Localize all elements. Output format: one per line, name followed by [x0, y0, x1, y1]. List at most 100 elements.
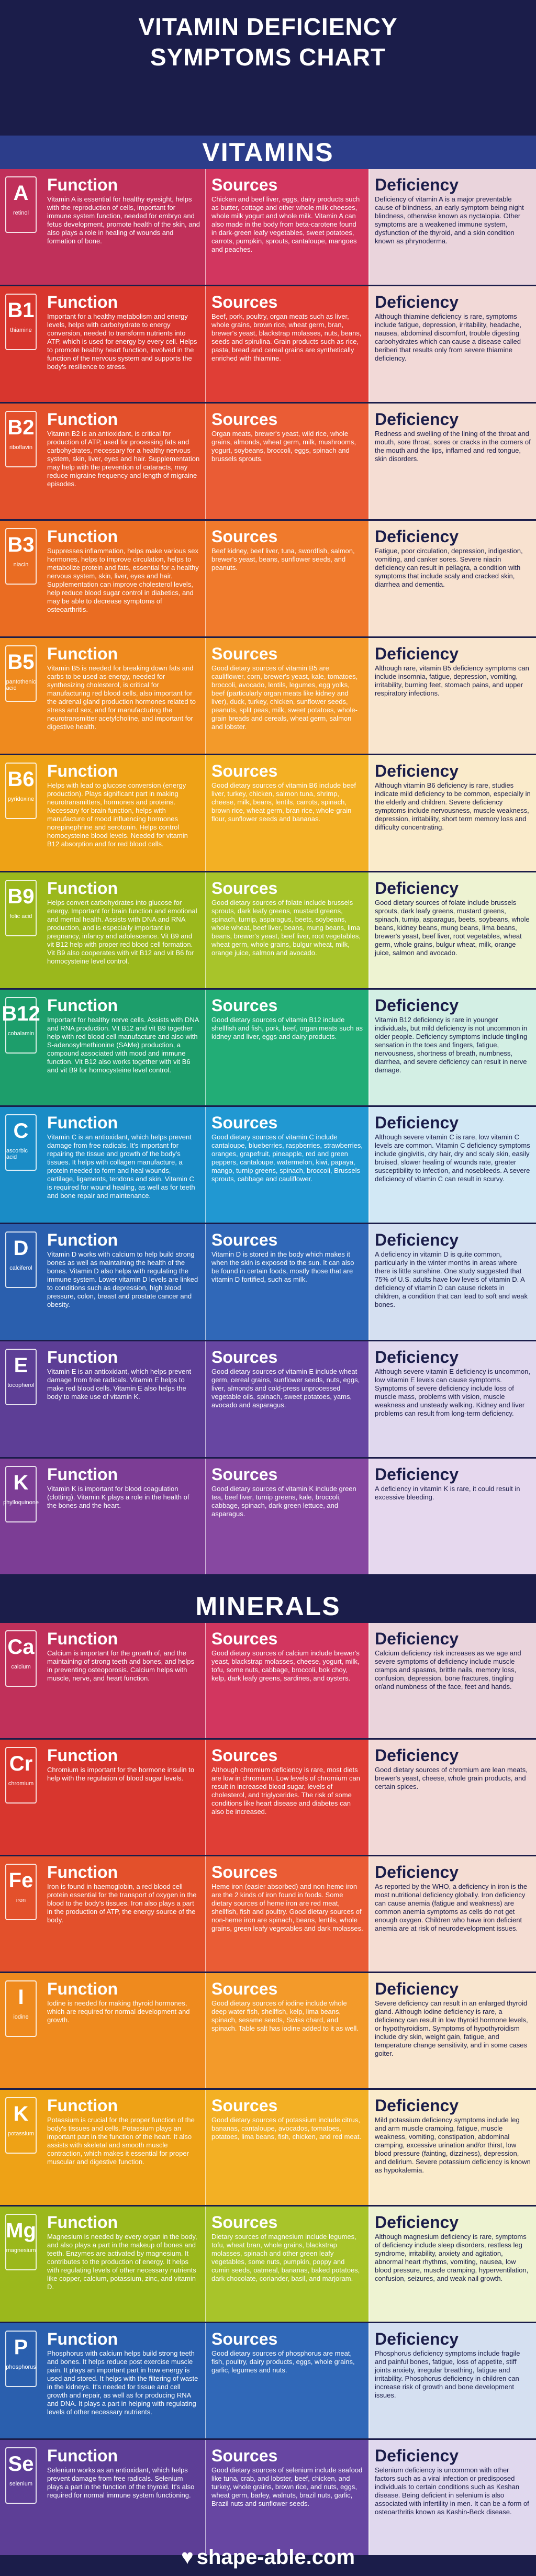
deficiency-text: Although severe vitamin C is rare, low v… [375, 1133, 530, 1183]
function-text: Helps with lead to glucose conversion (e… [47, 781, 188, 848]
function-cell: Function Iron is found in haemoglobin, a … [42, 1856, 205, 1972]
function-heading: Function [47, 996, 118, 1015]
sources-cell: Sources Although chromium deficiency is r… [205, 1740, 368, 1855]
nutrient-symbol: A [13, 182, 29, 205]
deficiency-text: Fatigue, poor circulation, depression, i… [375, 547, 523, 588]
nutrient-symbol: Fe [8, 1869, 34, 1892]
nutrient-name: iron [16, 1897, 26, 1903]
sources-text: Good dietary sources of phosphorus are m… [211, 2349, 355, 2374]
function-heading: Function [47, 761, 118, 780]
vitamin-row: B6 pyridoxine Function Helps with lead to g… [0, 755, 536, 871]
deficiency-heading: Deficiency [375, 175, 459, 194]
function-cell: Function Important for healthy nerve cell… [42, 990, 205, 1105]
sources-text: Good dietary sources of folate include b… [211, 899, 361, 957]
nutrient-symbol: I [18, 1986, 24, 2009]
nutrient-name: potassium [7, 2131, 35, 2137]
deficiency-heading: Deficiency [375, 1113, 459, 1132]
sources-heading: Sources [211, 410, 278, 429]
sources-cell: Sources Good dietary sources of vitamin C… [205, 1107, 368, 1223]
sources-cell: Sources Good dietary sources of vitamin K… [205, 1459, 368, 1574]
nutrient-symbol: Cr [9, 1752, 33, 1775]
nutrient-symbol: B3 [7, 533, 35, 556]
deficiency-text: Although thiamine deficiency is rare, sy… [375, 312, 522, 362]
function-heading: Function [47, 1979, 118, 1998]
deficiency-text: Severe deficiency can result in an enlar… [375, 1999, 528, 2057]
sources-text: Heme iron (easier absorbed) and non-heme… [211, 1883, 363, 1932]
function-cell: Function Selenium works as an antioxidant… [42, 2440, 205, 2555]
function-cell: Function Vitamin C is an antioxidant, whi… [42, 1107, 205, 1223]
sources-heading: Sources [211, 1746, 278, 1765]
deficiency-text: A deficiency in vitamin K is rare, it co… [375, 1485, 520, 1501]
sources-text: Vitamin D is stored in the body which ma… [211, 1250, 354, 1283]
function-text: Chromium is important for the hormone in… [47, 1766, 195, 1782]
nutrient-name: cobalamin [7, 1031, 35, 1037]
function-heading: Function [47, 1348, 118, 1367]
sources-heading: Sources [211, 1230, 278, 1249]
deficiency-heading: Deficiency [375, 1230, 459, 1249]
vitamin-icon: B3 niacin [5, 528, 37, 585]
nutrient-symbol: C [13, 1119, 29, 1143]
function-cell: Function Vitamin B5 is needed for breakin… [42, 638, 205, 754]
function-heading: Function [47, 410, 118, 429]
deficiency-cell: Deficiency Severe deficiency can result i… [368, 1973, 536, 2088]
footer[interactable]: ♥ shape-able.com [0, 2538, 536, 2576]
deficiency-heading: Deficiency [375, 293, 459, 311]
deficiency-heading: Deficiency [375, 879, 459, 898]
header: VITAMIN DEFICIENCY SYMPTOMS CHART [0, 0, 536, 123]
nutrient-name: retinol [13, 210, 29, 216]
function-text: Suppresses inflammation, helps make vari… [47, 547, 199, 613]
deficiency-heading: Deficiency [375, 1746, 459, 1765]
deficiency-heading: Deficiency [375, 2213, 459, 2232]
deficiency-text: Although severe vitamin E deficiency is … [375, 1368, 530, 1417]
deficiency-text: As reported by the WHO, a deficiency in … [375, 1883, 528, 1932]
deficiency-cell: Deficiency Deficiency of vitamin A is a m… [368, 169, 536, 285]
deficiency-heading: Deficiency [375, 410, 459, 429]
sources-heading: Sources [211, 761, 278, 780]
deficiency-cell: Deficiency Although severe vitamin C is r… [368, 1107, 536, 1223]
function-text: Magnesium is needed by every organ in th… [47, 2233, 197, 2291]
deficiency-text: Deficiency of vitamin A is a major preve… [375, 195, 524, 245]
deficiency-cell: Deficiency Selenium deficiency is uncommo… [368, 2440, 536, 2555]
deficiency-heading: Deficiency [375, 1348, 459, 1367]
function-cell: Function Vitamin E is an antioxidant, whi… [42, 1341, 205, 1457]
nutrient-badge: B1 thiamine [0, 286, 42, 402]
function-text: Vitamin D works with calcium to help bui… [47, 1250, 198, 1308]
nutrient-symbol: B1 [7, 299, 35, 322]
nutrient-badge: B5 pantothenic acid [0, 638, 42, 754]
sources-text: Dietary sources of magnesium include leg… [211, 2233, 360, 2282]
nutrient-name: folic acid [9, 913, 32, 920]
sources-text: Good dietary sources of iodine include w… [211, 1999, 359, 2032]
sources-text: Chicken and beef liver, eggs, dairy prod… [211, 195, 360, 253]
sources-cell: Sources Good dietary sources of vitamin B… [205, 990, 368, 1105]
sources-cell: Sources Vitamin D is stored in the body w… [205, 1224, 368, 1340]
sources-cell: Sources Good dietary sources of selenium … [205, 2440, 368, 2555]
function-heading: Function [47, 1746, 118, 1765]
function-cell: Function Important for a healthy metaboli… [42, 286, 205, 402]
sources-cell: Sources Heme iron (easier absorbed) and n… [205, 1856, 368, 1972]
nutrient-badge: Ca calcium [0, 1623, 42, 1738]
deficiency-cell: Deficiency Although thiamine deficiency i… [368, 286, 536, 402]
deficiency-cell: Deficiency Good dietary sources of folate… [368, 872, 536, 988]
function-text: Helps convert carbohydrates into glucose… [47, 899, 197, 965]
sources-cell: Sources Good dietary sources of potassium… [205, 2090, 368, 2205]
function-text: Vitamin B2 is an antioxidant, is critica… [47, 430, 200, 488]
nutrient-name: riboflavin [9, 444, 33, 451]
vitamin-icon: B5 pantothenic acid [5, 645, 37, 702]
sources-cell: Sources Good dietary sources of phosphoru… [205, 2323, 368, 2438]
nutrient-badge: Cr chromium [0, 1740, 42, 1855]
deficiency-cell: Deficiency Mild potassium deficiency symp… [368, 2090, 536, 2205]
sources-heading: Sources [211, 1465, 278, 1484]
nutrient-symbol: Se [8, 2452, 34, 2476]
function-heading: Function [47, 2096, 118, 2115]
function-heading: Function [47, 1465, 118, 1484]
nutrient-name: pyridoxine [7, 796, 35, 802]
minerals-section: Ca calcium Function Calcium is important fo… [0, 1623, 536, 2555]
mineral-row: Ca calcium Function Calcium is important fo… [0, 1623, 536, 1738]
